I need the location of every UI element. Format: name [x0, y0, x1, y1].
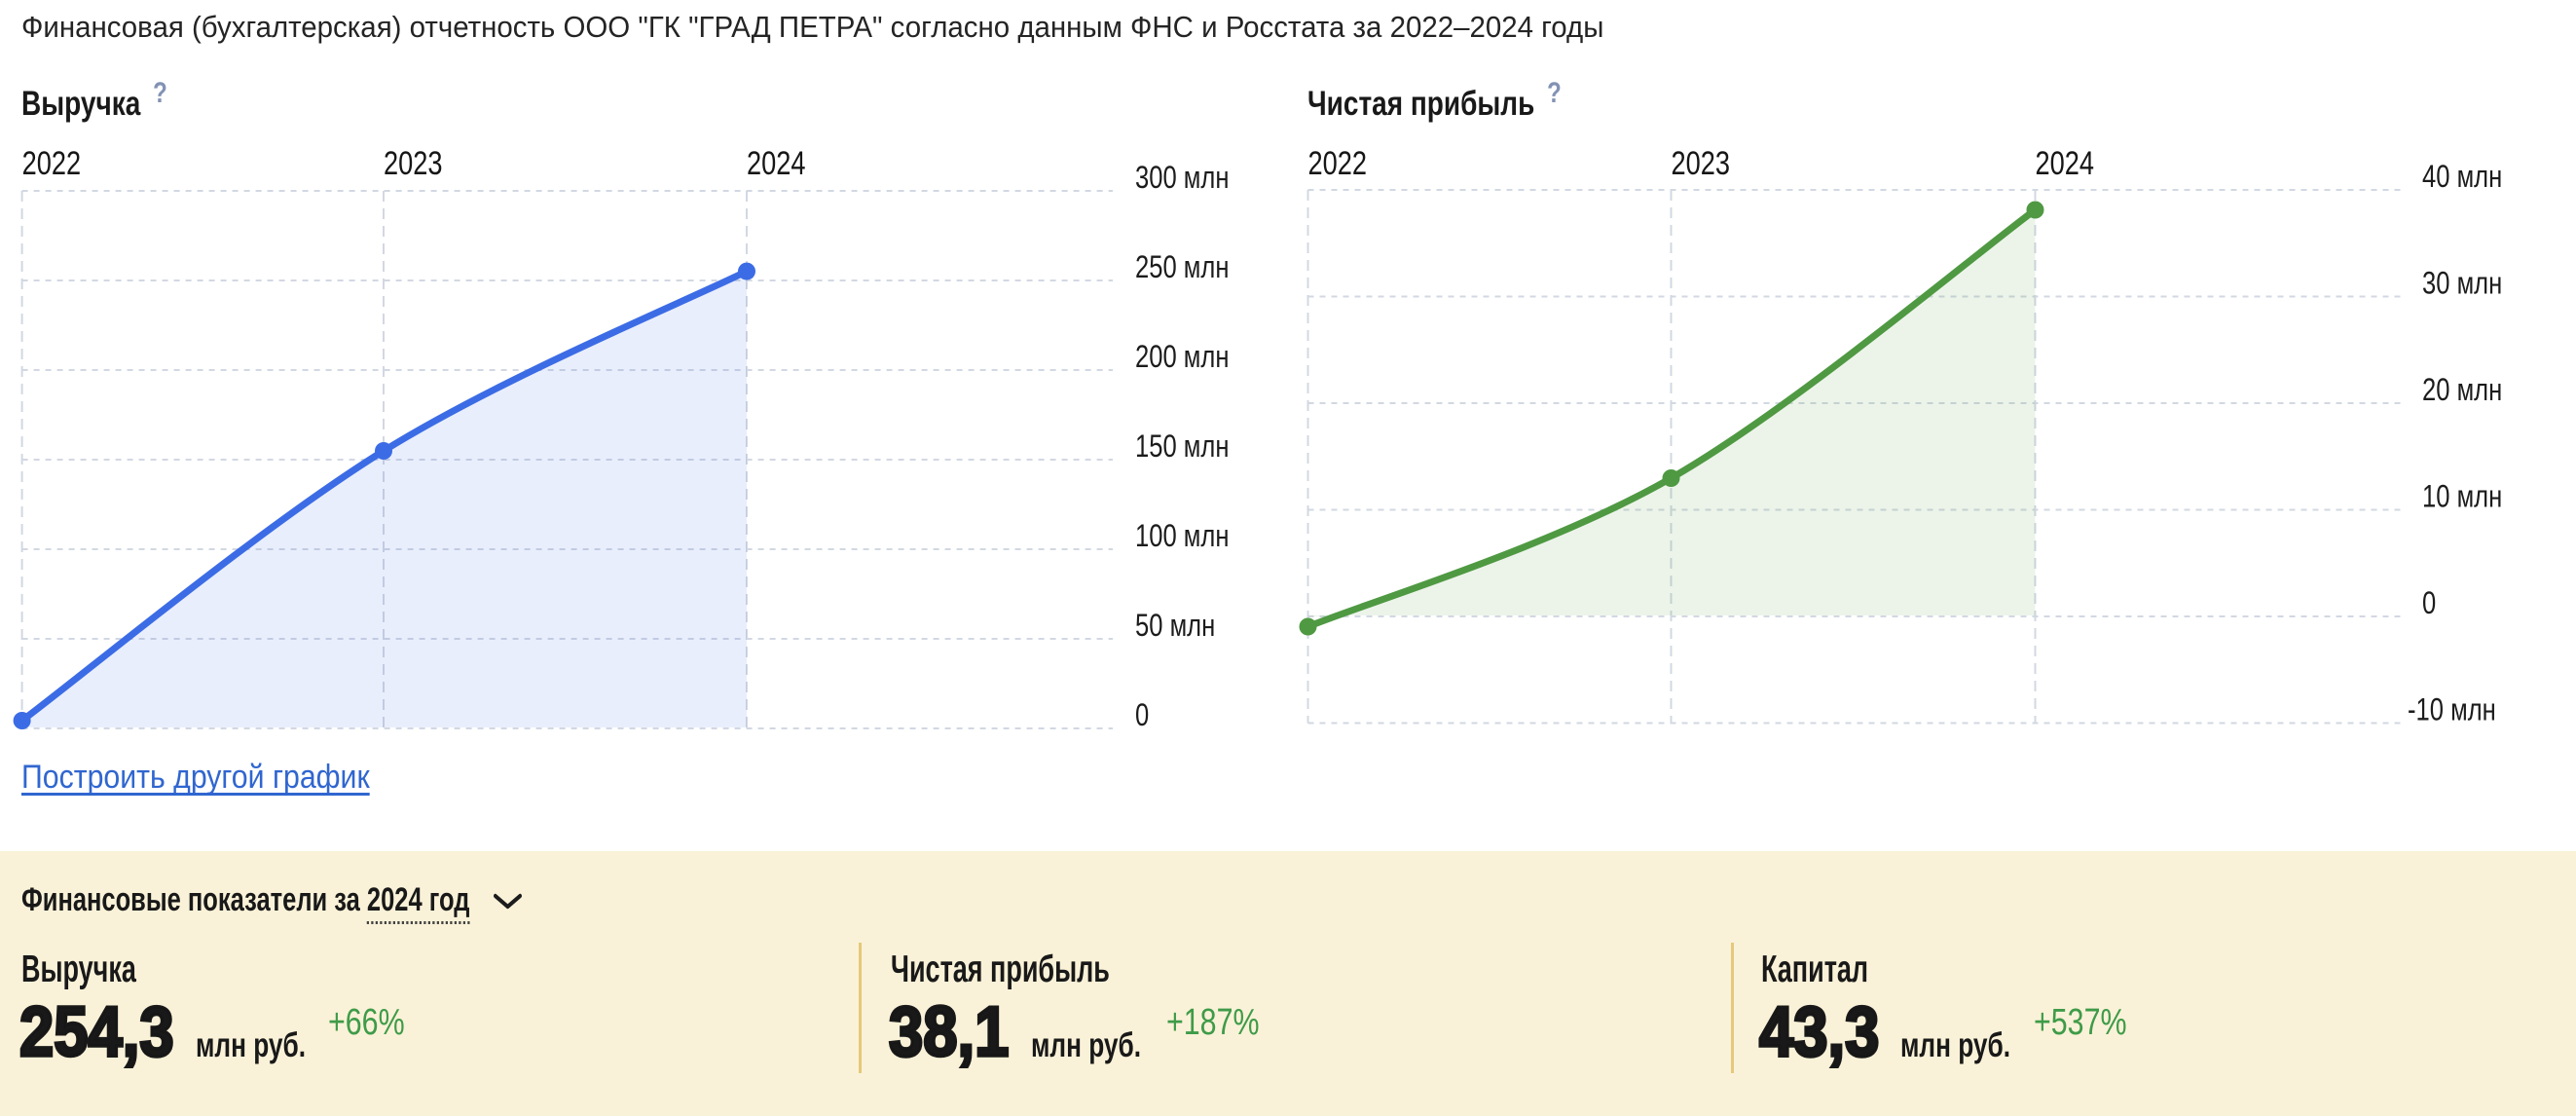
svg-text:20 млн: 20 млн	[2422, 373, 2502, 407]
svg-text:-10 млн: -10 млн	[2408, 693, 2496, 727]
svg-text:2022: 2022	[22, 144, 81, 182]
svg-text:2022: 2022	[1308, 144, 1367, 182]
svg-text:150 млн: 150 млн	[1135, 429, 1229, 464]
svg-text:300 млн: 300 млн	[1135, 161, 1229, 195]
svg-text:200 млн: 200 млн	[1135, 340, 1229, 374]
svg-text:0: 0	[1135, 698, 1149, 732]
svg-text:10 млн: 10 млн	[2422, 480, 2502, 514]
svg-text:2023: 2023	[1672, 144, 1730, 182]
svg-text:50 млн: 50 млн	[1135, 609, 1215, 643]
svg-text:2023: 2023	[384, 144, 442, 182]
svg-text:100 млн: 100 млн	[1135, 519, 1229, 553]
svg-text:250 млн: 250 млн	[1135, 250, 1229, 284]
svg-text:30 млн: 30 млн	[2422, 267, 2502, 301]
svg-text:0: 0	[2422, 586, 2436, 620]
svg-text:40 млн: 40 млн	[2422, 160, 2502, 194]
svg-text:2024: 2024	[747, 144, 805, 182]
svg-text:2024: 2024	[2036, 144, 2094, 182]
